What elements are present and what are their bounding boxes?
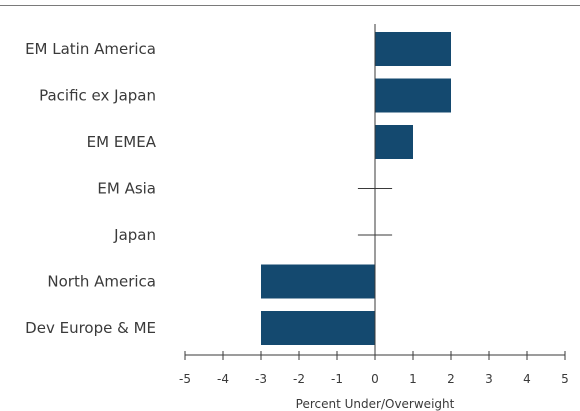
bars-group: [261, 32, 451, 345]
x-tick-label-neg2: -2: [293, 372, 305, 386]
axes-group: -5 -4 -3 -2 -1 0 1 2 3 4 5: [179, 24, 569, 386]
top-rule: [0, 5, 580, 6]
x-tick-label-3: 3: [485, 372, 493, 386]
bar-pacific-ex-japan: [375, 78, 451, 113]
x-tick-label-1: 1: [409, 372, 417, 386]
category-label-em-latin-america: EM Latin America: [25, 40, 156, 58]
bar-em-latin-america: [375, 32, 451, 66]
category-label-em-emea: EM EMEA: [87, 133, 157, 151]
bar-em-emea: [375, 125, 413, 159]
category-label-japan: Japan: [113, 226, 156, 244]
x-tick-label-neg1: -1: [331, 372, 343, 386]
x-axis-title: Percent Under/Overweight: [296, 397, 455, 411]
x-tick-label-2: 2: [447, 372, 455, 386]
bar-dev-europe-me: [261, 311, 375, 345]
x-tick-label-0: 0: [371, 372, 379, 386]
x-tick-label-neg5: -5: [179, 372, 191, 386]
x-tick-label-4: 4: [523, 372, 531, 386]
category-labels-group: EM Latin America Pacific ex Japan EM EMEA E…: [25, 40, 157, 337]
category-label-dev-europe-me: Dev Europe & ME: [25, 319, 156, 337]
category-label-pacific-ex-japan: Pacific ex Japan: [39, 87, 156, 105]
x-tick-label-neg3: -3: [255, 372, 267, 386]
category-label-em-asia: EM Asia: [97, 180, 156, 198]
category-label-north-america: North America: [47, 273, 156, 291]
x-tick-label-neg4: -4: [217, 372, 229, 386]
x-tick-label-5: 5: [561, 372, 569, 386]
bar-north-america: [261, 264, 375, 299]
